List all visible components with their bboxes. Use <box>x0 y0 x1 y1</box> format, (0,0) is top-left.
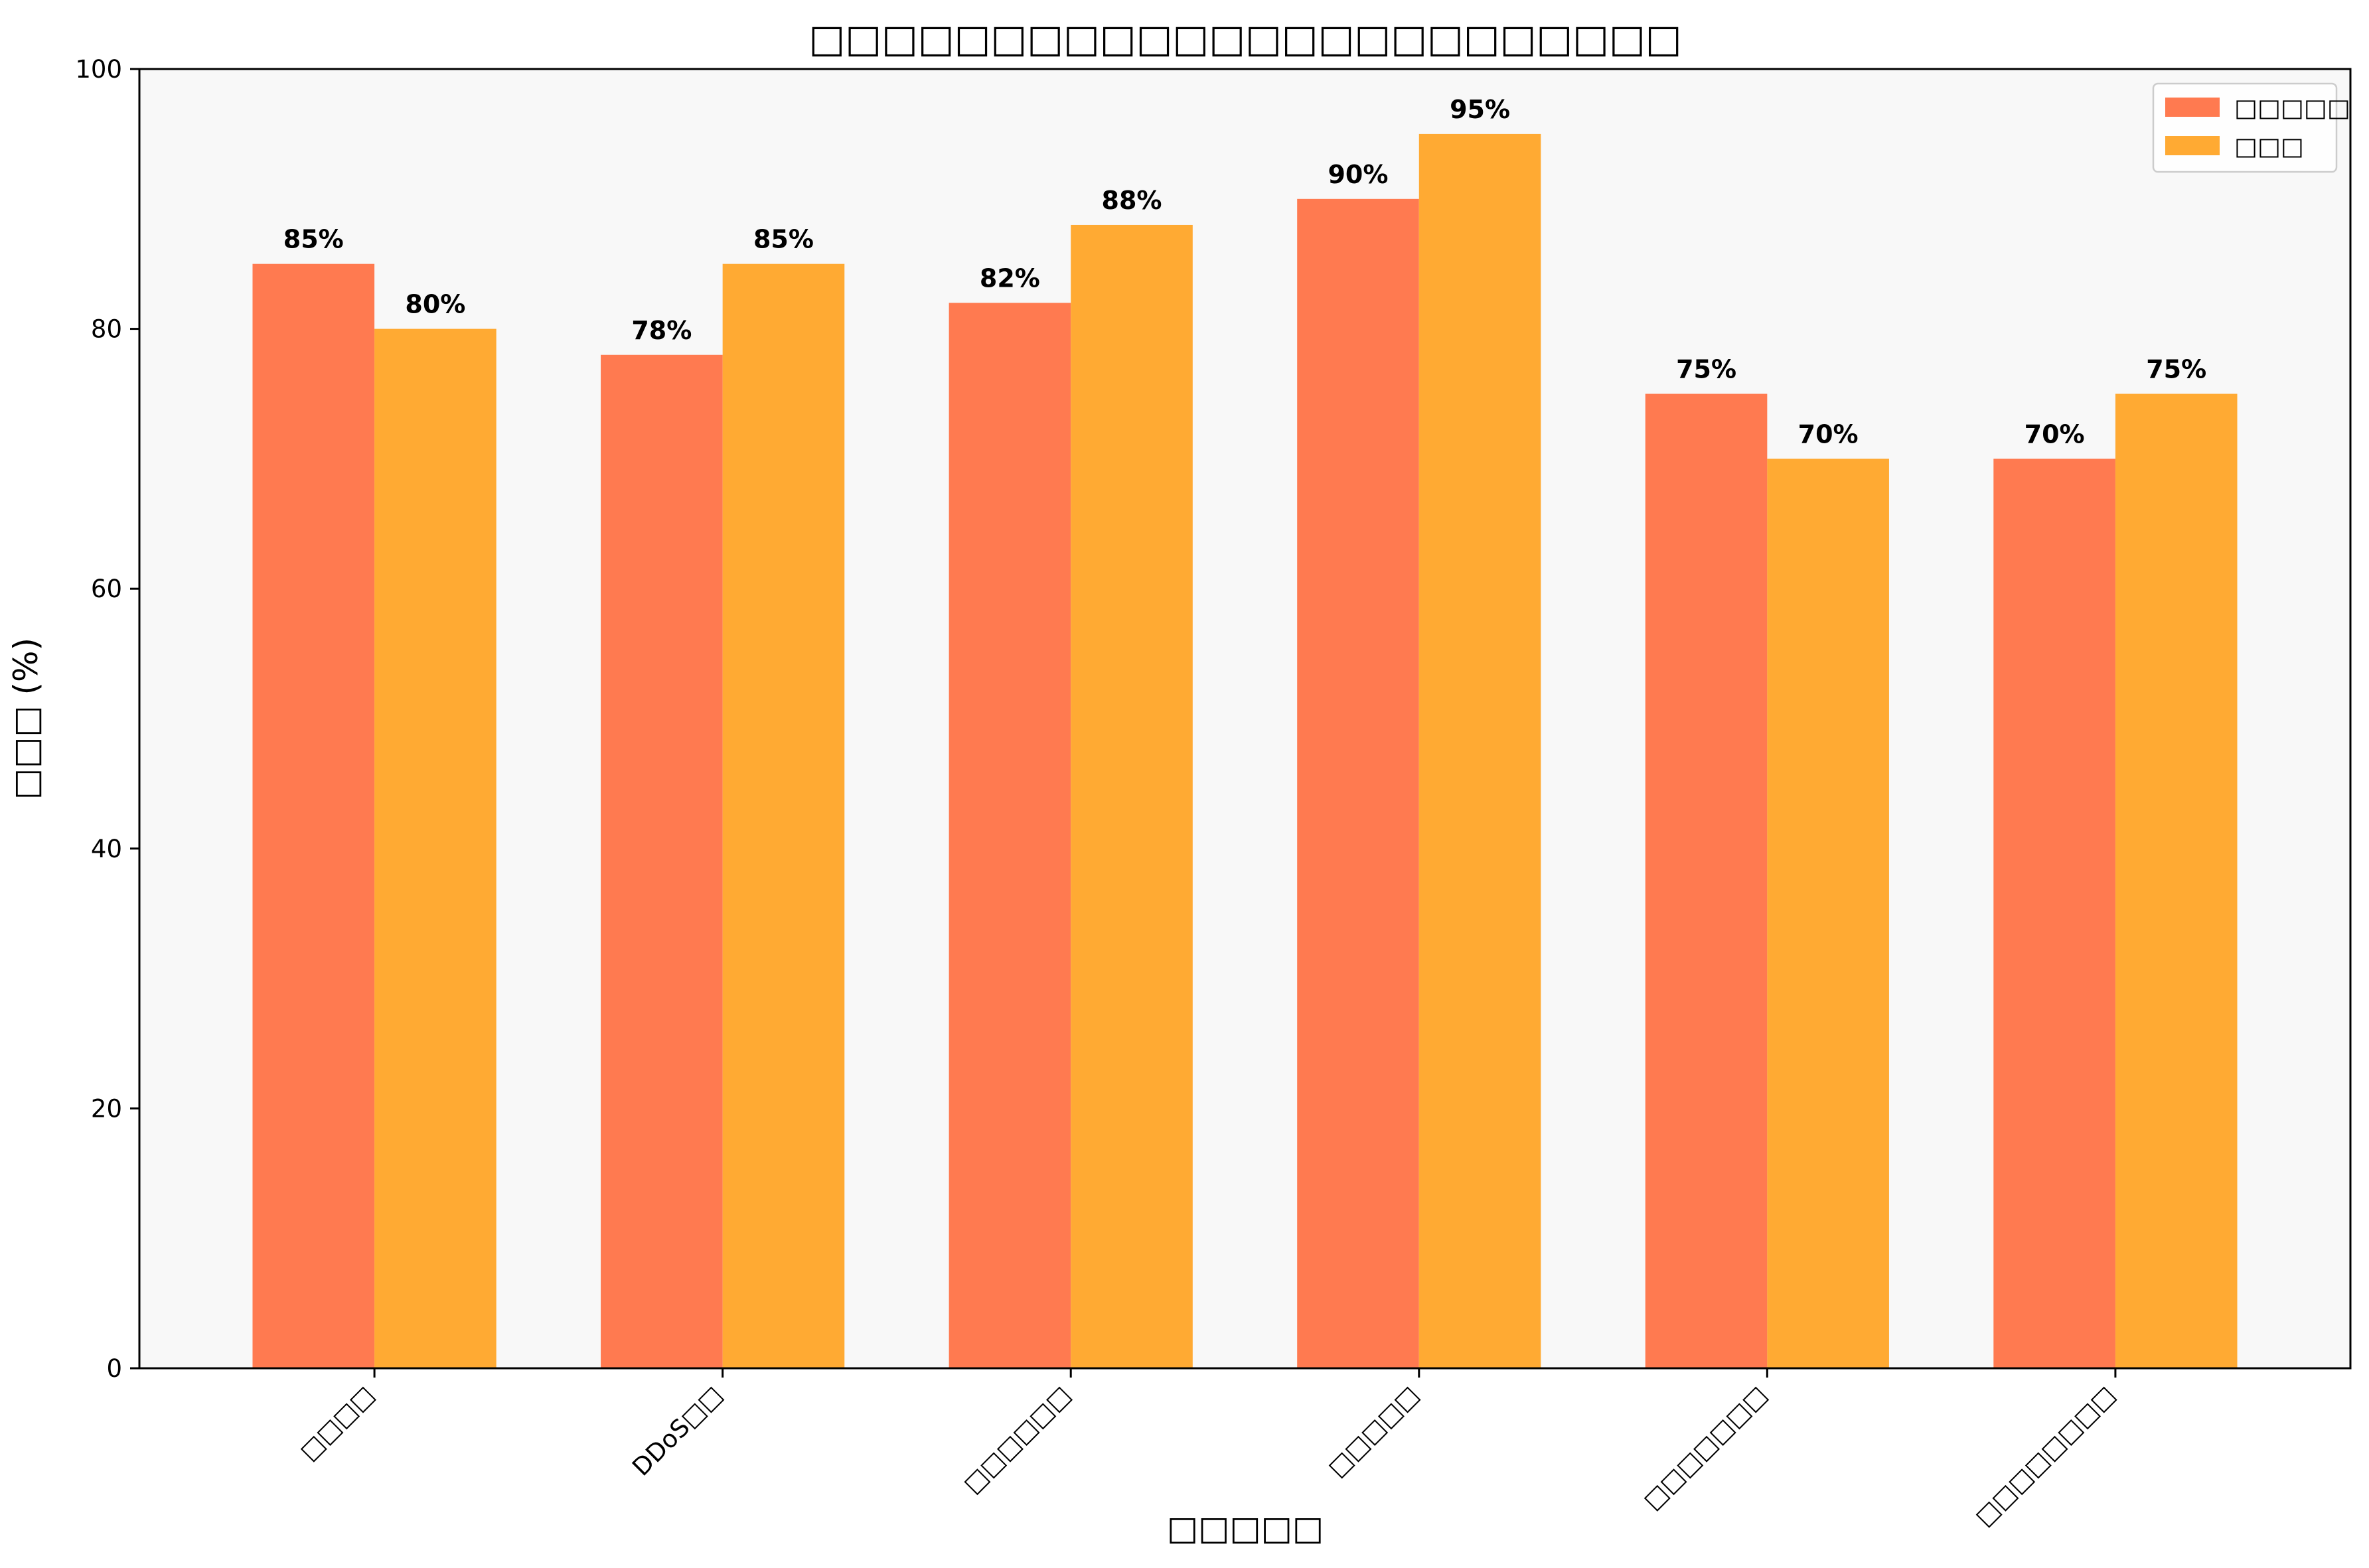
value-label-series-1-2: 78% <box>631 316 692 345</box>
value-label-series-2-6: 75% <box>2146 355 2206 384</box>
value-label-series-2-2: 85% <box>753 225 814 254</box>
value-label-series-1-5: 75% <box>1676 355 1736 384</box>
bar-series-1-2 <box>601 354 723 1368</box>
y-tick-label: 0 <box>106 1354 122 1383</box>
bar-series-2-2 <box>722 263 845 1369</box>
legend-swatch-2 <box>2165 136 2220 155</box>
y-tick-label: 20 <box>91 1094 122 1123</box>
legend-swatch-1 <box>2165 98 2220 117</box>
bar-series-2-1 <box>374 328 497 1369</box>
y-tick-label: 40 <box>91 835 122 863</box>
value-label-series-1-4: 90% <box>1328 160 1388 189</box>
y-axis-ticks: 0 20 40 60 80 100 <box>75 55 139 1383</box>
y-axis-label: □□□ (%) <box>7 638 45 800</box>
value-label-series-1-6: 70% <box>2025 419 2085 449</box>
bars-group <box>252 133 2238 1369</box>
value-label-series-1-3: 82% <box>980 263 1040 293</box>
y-tick-label: 80 <box>91 315 122 344</box>
bar-series-1-1 <box>252 263 375 1369</box>
bar-series-2-6 <box>2115 393 2238 1368</box>
bar-series-2-4 <box>1418 133 1541 1368</box>
value-label-series-2-5: 70% <box>1798 419 1859 449</box>
legend-label-1: □□□□□ <box>2234 94 2350 122</box>
bar-series-2-5 <box>1767 459 1889 1368</box>
plot-frame <box>138 68 2352 1370</box>
legend-label-2: □□□ <box>2234 132 2304 161</box>
plot-area <box>139 69 2350 1368</box>
legend: □□□□□□□□ <box>2152 82 2350 173</box>
x-axis-label: □□□□□ <box>1167 1509 1324 1547</box>
value-label-series-2-1: 80% <box>405 290 465 319</box>
y-tick-label: 100 <box>75 55 122 84</box>
bar-series-1-4 <box>1297 198 1419 1368</box>
bar-series-2-3 <box>1071 224 1193 1369</box>
value-label-series-2-3: 88% <box>1102 186 1162 215</box>
bar-series-1-6 <box>1993 459 2115 1368</box>
y-tick-label: 60 <box>91 575 122 603</box>
value-labels-group: 85% 78% 82% 90% 75% 70% 80% 85% 88% 95% 70% 75% <box>283 95 2206 449</box>
bar-series-1-5 <box>1645 393 1768 1368</box>
value-label-series-2-4: 95% <box>1450 95 1510 124</box>
chart-title: □□□□□□□□□□□□□□□□□□□□□□□□ <box>808 16 1681 61</box>
value-label-series-1-1: 85% <box>283 225 344 254</box>
bar-series-1-3 <box>949 303 1071 1369</box>
